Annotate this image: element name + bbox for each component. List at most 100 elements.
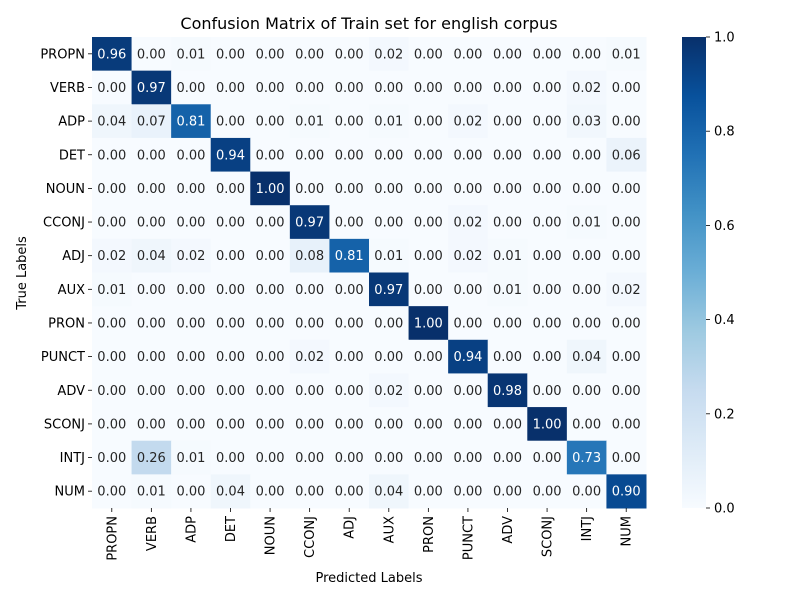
cell-value-label: 0.00: [295, 485, 324, 500]
y-axis: PROPN VERB ADP DET NOUN CCONJ ADJ AUX PRON PUNCT A…: [40, 47, 92, 500]
cell-value-label: 0.00: [335, 283, 364, 298]
heatmap-cell: [131, 272, 172, 307]
heatmap-cell: [606, 440, 647, 475]
heatmap-cell: [210, 339, 251, 374]
y-tick-label: ADV: [57, 384, 85, 399]
heatmap-cell: [606, 171, 647, 206]
heatmap-cell: [527, 70, 568, 105]
y-tick-label: INTJ: [60, 451, 85, 466]
cell-value-label: 0.00: [533, 115, 562, 130]
cell-value-label: 0.00: [493, 350, 522, 365]
cell-value-label: 0.00: [572, 485, 601, 500]
heatmap-cell: [250, 171, 291, 206]
y-tick-label: NUM: [55, 485, 85, 500]
heatmap-cell: [171, 70, 212, 105]
heatmap-cell: [329, 238, 370, 273]
cell-value-label: 0.04: [137, 249, 166, 264]
heatmap-cell: [408, 474, 449, 509]
heatmap-cell: [408, 205, 449, 240]
cell-value-label: 0.00: [176, 316, 205, 331]
cell-value-label: 0.00: [533, 81, 562, 96]
cell-value-label: 0.73: [572, 451, 601, 466]
cell-value-label: 0.00: [256, 485, 285, 500]
heatmap-cell: [408, 373, 449, 408]
cell-value-label: 0.00: [533, 451, 562, 466]
cell-value-label: 0.00: [295, 451, 324, 466]
cell-value-label: 0.06: [612, 148, 641, 163]
heatmap-cell: [210, 70, 251, 105]
heatmap-cell: [606, 238, 647, 273]
heatmap-cell: [606, 306, 647, 341]
colorbar-tick-label: 0.6: [714, 219, 735, 234]
cell-value-label: 0.00: [493, 485, 522, 500]
cell-value-label: 0.00: [612, 182, 641, 197]
heatmap-cell: [566, 440, 607, 475]
heatmap-cell: [92, 407, 133, 442]
heatmap-cell: [566, 70, 607, 105]
heatmap-cell: [250, 137, 291, 173]
heatmap-cell: [289, 339, 330, 374]
cell-value-label: 0.00: [256, 316, 285, 331]
heatmap-cell: [329, 37, 370, 72]
cell-value-label: 0.04: [572, 350, 601, 365]
cell-value-label: 0.00: [493, 182, 522, 197]
colorbar-tick-label: 0.0: [714, 502, 735, 517]
heatmap-cell: [329, 70, 370, 105]
cell-value-label: 0.00: [374, 216, 403, 231]
heatmap-cell: [448, 137, 489, 173]
heatmap-cell: [527, 137, 568, 173]
heatmap-cell: [210, 238, 251, 273]
heatmap-cell: [408, 440, 449, 475]
cell-value-label: 0.00: [216, 115, 245, 130]
cell-value-label: 0.00: [97, 148, 126, 163]
x-tick-label: VERB: [145, 516, 160, 551]
cell-value-label: 0.00: [295, 384, 324, 399]
cell-value-label: 0.00: [453, 485, 482, 500]
heatmap-cell: [250, 339, 291, 374]
heatmap-cell: [210, 137, 251, 173]
cell-value-label: 0.00: [295, 81, 324, 96]
heatmap-cell: [527, 238, 568, 273]
cell-value-label: 0.00: [176, 216, 205, 231]
cell-value-label: 0.00: [176, 485, 205, 500]
heatmap-cell: [566, 306, 607, 341]
cell-value-label: 0.00: [97, 316, 126, 331]
cell-value-label: 0.00: [374, 417, 403, 432]
heatmap-cell: [92, 70, 133, 105]
cell-value-label: 0.90: [612, 485, 641, 500]
cell-value-label: 0.01: [295, 115, 324, 130]
heatmap-cell: [408, 272, 449, 307]
y-tick-label: CCONJ: [43, 216, 85, 231]
heatmap-cell: [131, 205, 172, 240]
heatmap-cell: [408, 238, 449, 273]
cell-value-label: 0.00: [414, 417, 443, 432]
cell-value-label: 0.81: [176, 115, 205, 130]
cell-value-label: 0.00: [612, 81, 641, 96]
heatmap-cell: [289, 171, 330, 206]
cell-value-label: 0.00: [374, 182, 403, 197]
heatmap-cell: [92, 238, 133, 273]
heatmap-cell: [527, 104, 568, 139]
cell-value-label: 0.00: [572, 417, 601, 432]
heatmap-cell: [250, 373, 291, 408]
cell-value-label: 1.00: [533, 417, 562, 432]
heatmap-cell: [210, 104, 251, 139]
heatmap-cell: [171, 339, 212, 374]
colorbar-tick-label: 0.2: [714, 407, 735, 422]
heatmap-cell: [369, 137, 410, 173]
cell-value-label: 0.00: [374, 81, 403, 96]
cell-value-label: 0.00: [612, 451, 641, 466]
cell-value-label: 0.00: [216, 249, 245, 264]
heatmap-cell: [131, 238, 172, 273]
cell-value-label: 0.00: [612, 249, 641, 264]
heatmap-cell: [289, 70, 330, 105]
cell-value-label: 0.00: [533, 47, 562, 62]
heatmap-cell: [448, 205, 489, 240]
cell-value-label: 0.00: [137, 216, 166, 231]
heatmap-cell: [369, 37, 410, 72]
cell-value-label: 1.00: [256, 182, 285, 197]
heatmap-cell: [408, 70, 449, 105]
heatmap-cell: [527, 306, 568, 341]
cell-value-label: 0.00: [176, 384, 205, 399]
cell-value-label: 0.00: [256, 216, 285, 231]
